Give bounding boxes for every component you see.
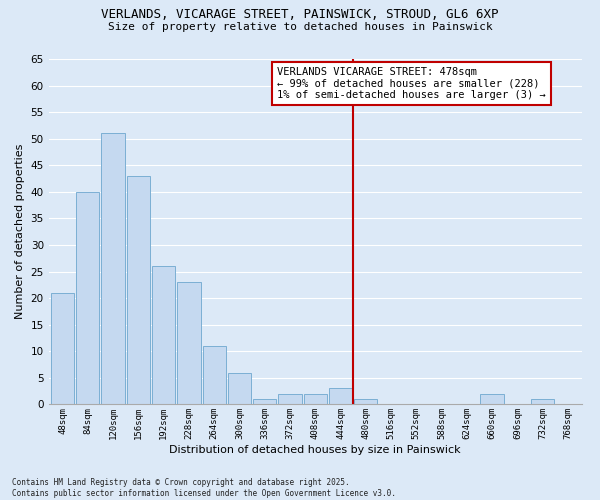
Bar xyxy=(76,192,100,404)
Text: VERLANDS, VICARAGE STREET, PAINSWICK, STROUD, GL6 6XP: VERLANDS, VICARAGE STREET, PAINSWICK, ST… xyxy=(101,8,499,20)
Bar xyxy=(278,394,302,404)
Bar xyxy=(304,394,327,404)
Text: Size of property relative to detached houses in Painswick: Size of property relative to detached ho… xyxy=(107,22,493,32)
X-axis label: Distribution of detached houses by size in Painswick: Distribution of detached houses by size … xyxy=(169,445,461,455)
Bar xyxy=(152,266,175,404)
Bar xyxy=(51,293,74,405)
Bar xyxy=(203,346,226,405)
Text: VERLANDS VICARAGE STREET: 478sqm
← 99% of detached houses are smaller (228)
1% o: VERLANDS VICARAGE STREET: 478sqm ← 99% o… xyxy=(277,67,546,100)
Bar xyxy=(101,134,125,404)
Bar xyxy=(354,399,377,404)
Bar xyxy=(177,282,200,405)
Bar xyxy=(531,399,554,404)
Bar xyxy=(253,399,277,404)
Bar xyxy=(481,394,504,404)
Text: Contains HM Land Registry data © Crown copyright and database right 2025.
Contai: Contains HM Land Registry data © Crown c… xyxy=(12,478,396,498)
Y-axis label: Number of detached properties: Number of detached properties xyxy=(15,144,25,320)
Bar xyxy=(329,388,352,404)
Bar xyxy=(127,176,150,404)
Bar xyxy=(228,372,251,404)
